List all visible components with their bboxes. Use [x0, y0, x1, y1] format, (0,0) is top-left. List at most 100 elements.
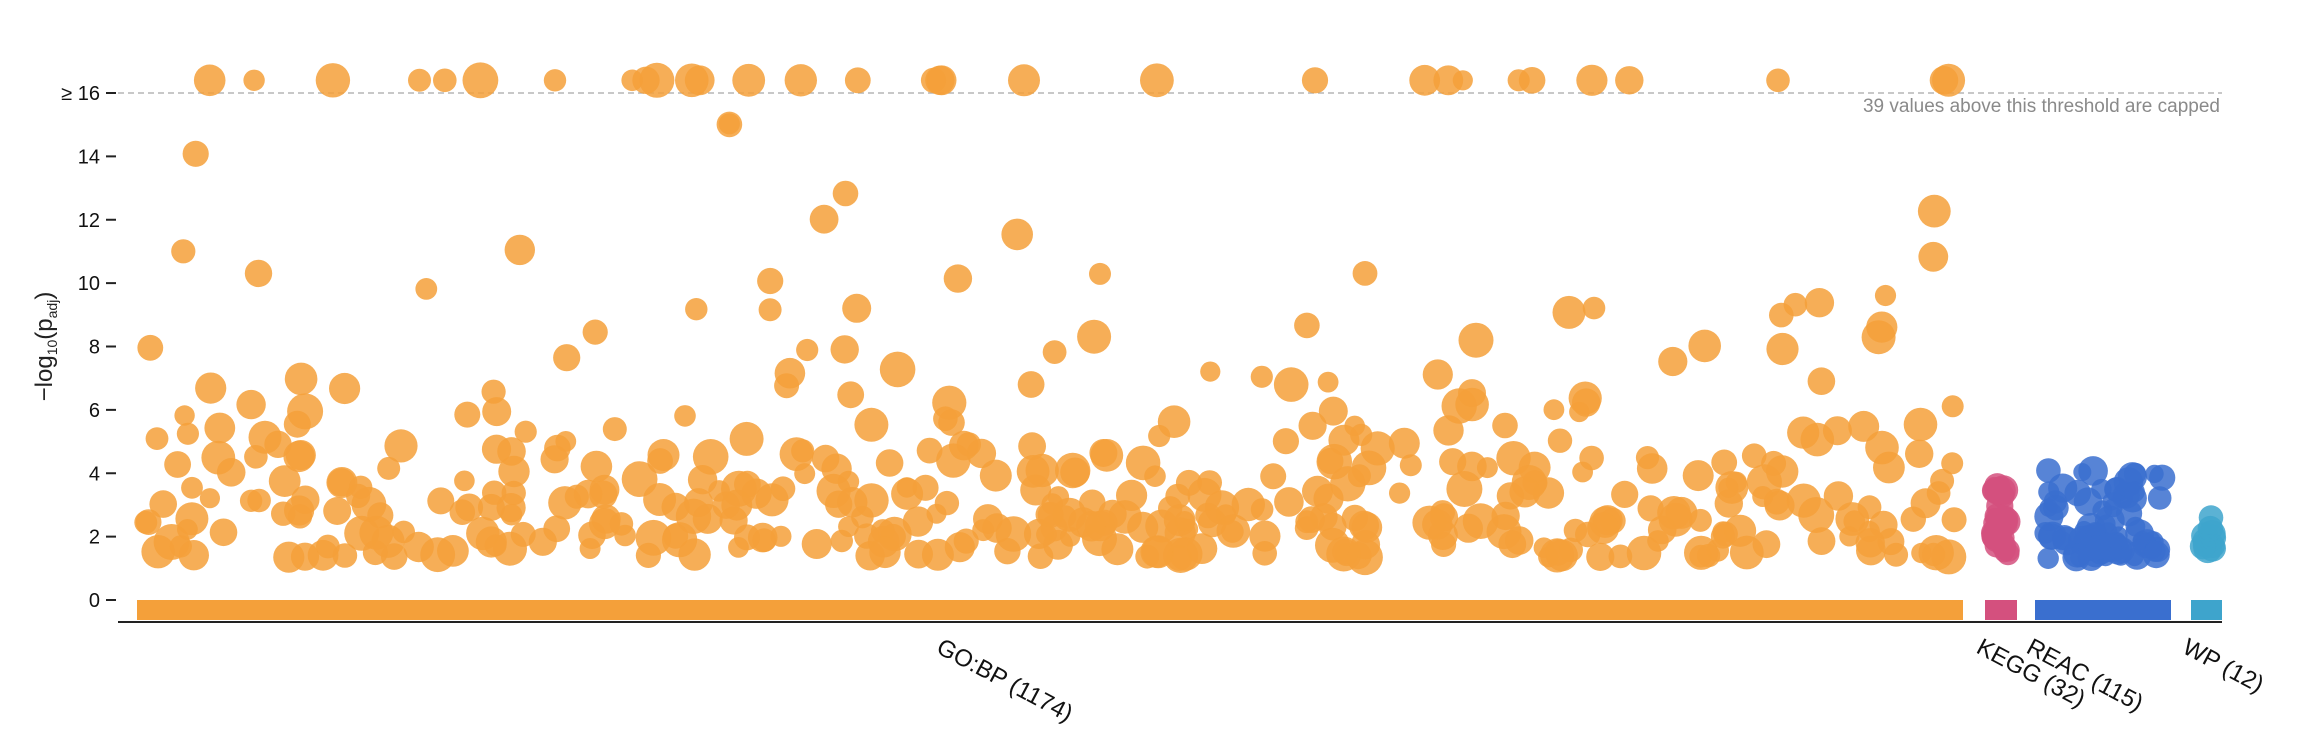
- data-point: [1941, 395, 1964, 418]
- data-point: [1839, 526, 1860, 547]
- y-tick-label: 2: [89, 527, 100, 549]
- data-point: [1766, 332, 1799, 366]
- data-point: [239, 489, 263, 512]
- data-point: [2145, 464, 2164, 484]
- data-points: [134, 62, 2227, 576]
- data-point: [329, 372, 361, 405]
- data-point: [796, 338, 819, 362]
- data-point: [692, 439, 729, 475]
- source-label: WP (12): [2178, 633, 2268, 698]
- data-point: [1144, 465, 1166, 488]
- data-point: [875, 449, 904, 477]
- data-point: [972, 519, 995, 542]
- cap-note: 39 values above this threshold are cappe…: [1863, 96, 2220, 117]
- data-point: [639, 62, 675, 98]
- data-point: [2147, 486, 2172, 510]
- y-axis: 0 2 4 6 8 10 12 14 ≥ 16: [61, 83, 116, 612]
- data-point: [500, 503, 523, 526]
- data-point: [1174, 511, 1195, 532]
- data-point: [481, 434, 512, 464]
- data-point: [291, 485, 320, 514]
- data-point: [1905, 439, 1934, 468]
- data-point: [137, 334, 164, 361]
- data-point: [1197, 470, 1222, 495]
- data-point: [271, 501, 296, 526]
- data-point: [685, 298, 708, 321]
- source-label: GO:BP (1174): [932, 633, 1077, 727]
- data-point: [1684, 535, 1719, 570]
- data-point: [1498, 530, 1527, 559]
- data-point: [774, 357, 806, 389]
- data-point: [1315, 527, 1350, 563]
- data-point: [1389, 482, 1411, 504]
- data-point: [285, 440, 316, 471]
- data-point: [1682, 460, 1714, 492]
- data-point: [135, 509, 162, 535]
- data-point: [504, 234, 535, 266]
- y-tick-label: 6: [89, 400, 100, 422]
- data-point: [1042, 340, 1067, 364]
- data-point: [195, 372, 227, 404]
- data-point: [1998, 509, 2017, 528]
- data-point: [149, 490, 177, 518]
- data-point: [1582, 296, 1606, 320]
- data-point: [1453, 513, 1483, 543]
- data-point: [2064, 479, 2091, 507]
- data-point: [1200, 361, 1221, 382]
- data-point: [732, 63, 766, 97]
- data-point: [1866, 311, 1898, 343]
- data-point: [1052, 497, 1087, 532]
- data-point: [177, 519, 198, 540]
- data-point: [380, 543, 408, 570]
- data-point: [1148, 424, 1171, 448]
- data-point: [1552, 295, 1586, 329]
- data-point: [1766, 68, 1790, 93]
- data-point: [832, 180, 859, 207]
- data-point: [643, 483, 677, 516]
- data-point: [734, 524, 760, 551]
- data-point: [315, 63, 351, 98]
- data-point: [1586, 542, 1615, 572]
- data-point: [621, 69, 643, 92]
- data-point: [1718, 477, 1739, 498]
- data-point: [1509, 476, 1541, 508]
- data-point: [273, 541, 305, 573]
- data-point: [244, 259, 273, 288]
- source-bar: [2035, 600, 2171, 620]
- data-point: [1611, 480, 1639, 508]
- data-point: [1433, 65, 1464, 96]
- data-point: [1491, 501, 1520, 531]
- data-point: [1636, 453, 1668, 484]
- data-point: [1101, 533, 1134, 566]
- data-point: [498, 455, 530, 488]
- data-point: [1295, 510, 1319, 534]
- data-point: [1576, 64, 1608, 96]
- data-point: [216, 458, 246, 487]
- data-point: [1027, 543, 1054, 569]
- data-point: [684, 65, 715, 96]
- data-point: [454, 470, 475, 492]
- data-point: [1724, 514, 1757, 547]
- data-point: [729, 421, 764, 456]
- data-point: [236, 389, 266, 420]
- data-point: [1409, 64, 1441, 96]
- data-point: [1855, 528, 1885, 558]
- data-point: [2189, 533, 2216, 560]
- data-point: [1399, 454, 1422, 477]
- data-point: [1657, 496, 1691, 530]
- data-point: [1098, 499, 1127, 529]
- data-point: [579, 538, 601, 559]
- data-point: [1352, 261, 1378, 286]
- data-point: [1221, 520, 1244, 543]
- data-point: [869, 536, 901, 569]
- data-point: [2125, 516, 2146, 537]
- data-point: [2043, 494, 2069, 521]
- data-point: [1848, 410, 1880, 442]
- data-point: [482, 480, 507, 505]
- data-point: [904, 539, 933, 569]
- data-point: [204, 412, 236, 444]
- data-point: [174, 405, 195, 426]
- data-point: [678, 538, 711, 571]
- y-tick-label: 4: [89, 463, 100, 485]
